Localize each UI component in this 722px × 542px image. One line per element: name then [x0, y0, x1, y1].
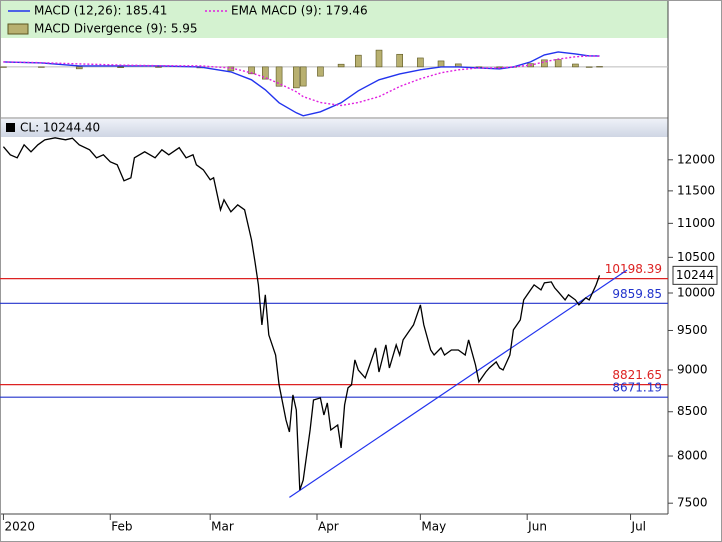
y-tick-label: 9000 — [677, 362, 708, 376]
header-icon — [6, 123, 15, 132]
y-tick-label: 8000 — [677, 449, 708, 463]
y-tick-label: 12000 — [677, 152, 715, 166]
divergence-bar — [417, 57, 424, 68]
divergence-bar — [248, 66, 255, 75]
x-tick-label: Jul — [631, 520, 646, 534]
divergence-bar — [396, 53, 403, 68]
trend-line — [289, 269, 628, 498]
x-tick-label: Apr — [318, 520, 339, 534]
macd-line — [3, 55, 600, 107]
legend-band — [0, 0, 668, 38]
divergence-bar — [275, 66, 283, 87]
divergence-bar — [293, 66, 300, 89]
level-label: 10198.39 — [605, 262, 662, 276]
divergence-bar — [596, 66, 603, 68]
level-label: 8671.19 — [612, 381, 662, 395]
divergence-bar — [337, 63, 345, 68]
x-tick-label: 2020 — [4, 520, 35, 534]
price-line — [2, 137, 601, 491]
x-tick-label: May — [421, 520, 446, 534]
legend-label: MACD (12,26): 185.41 — [34, 4, 167, 18]
last-price-label: 10244 — [676, 268, 714, 282]
price-title: CL: 10244.40 — [20, 121, 100, 135]
legend-label: MACD Divergence (9): 5.95 — [34, 22, 198, 36]
divergence-bar — [437, 60, 445, 68]
level-label: 8821.65 — [612, 368, 662, 382]
y-tick-label: 10500 — [677, 250, 715, 264]
divergence-bar — [541, 59, 548, 68]
divergence-bar — [317, 66, 324, 77]
divergence-bar — [262, 66, 269, 80]
divergence-bar — [375, 49, 383, 68]
y-tick-label: 7500 — [677, 496, 708, 510]
legend-label: EMA MACD (9): 179.46 — [231, 4, 368, 18]
divergence-bar — [0, 66, 7, 68]
divergence-bar — [572, 63, 579, 68]
x-tick-label: Mar — [211, 520, 234, 534]
x-tick-label: Feb — [111, 520, 132, 534]
macd-line — [3, 51, 600, 117]
divergence-bar — [117, 66, 124, 68]
level-label: 9859.85 — [612, 287, 662, 301]
divergence-bar — [554, 59, 562, 68]
y-tick-label: 11500 — [677, 183, 715, 197]
last-price-box — [672, 265, 718, 285]
legend-swatch — [7, 23, 29, 35]
y-tick-label: 10000 — [677, 285, 715, 299]
divergence-bar — [155, 66, 162, 68]
price-header — [0, 119, 668, 137]
divergence-bar — [299, 66, 307, 87]
divergence-bar — [355, 54, 362, 68]
divergence-bar — [227, 66, 235, 72]
divergence-bar — [75, 66, 83, 70]
x-tick-label: Jun — [527, 520, 547, 534]
y-tick-label: 11000 — [677, 216, 715, 230]
divergence-bar — [585, 66, 593, 68]
y-tick-label: 8500 — [677, 404, 708, 418]
divergence-bar — [38, 66, 45, 68]
y-tick-label: 9500 — [677, 323, 708, 337]
